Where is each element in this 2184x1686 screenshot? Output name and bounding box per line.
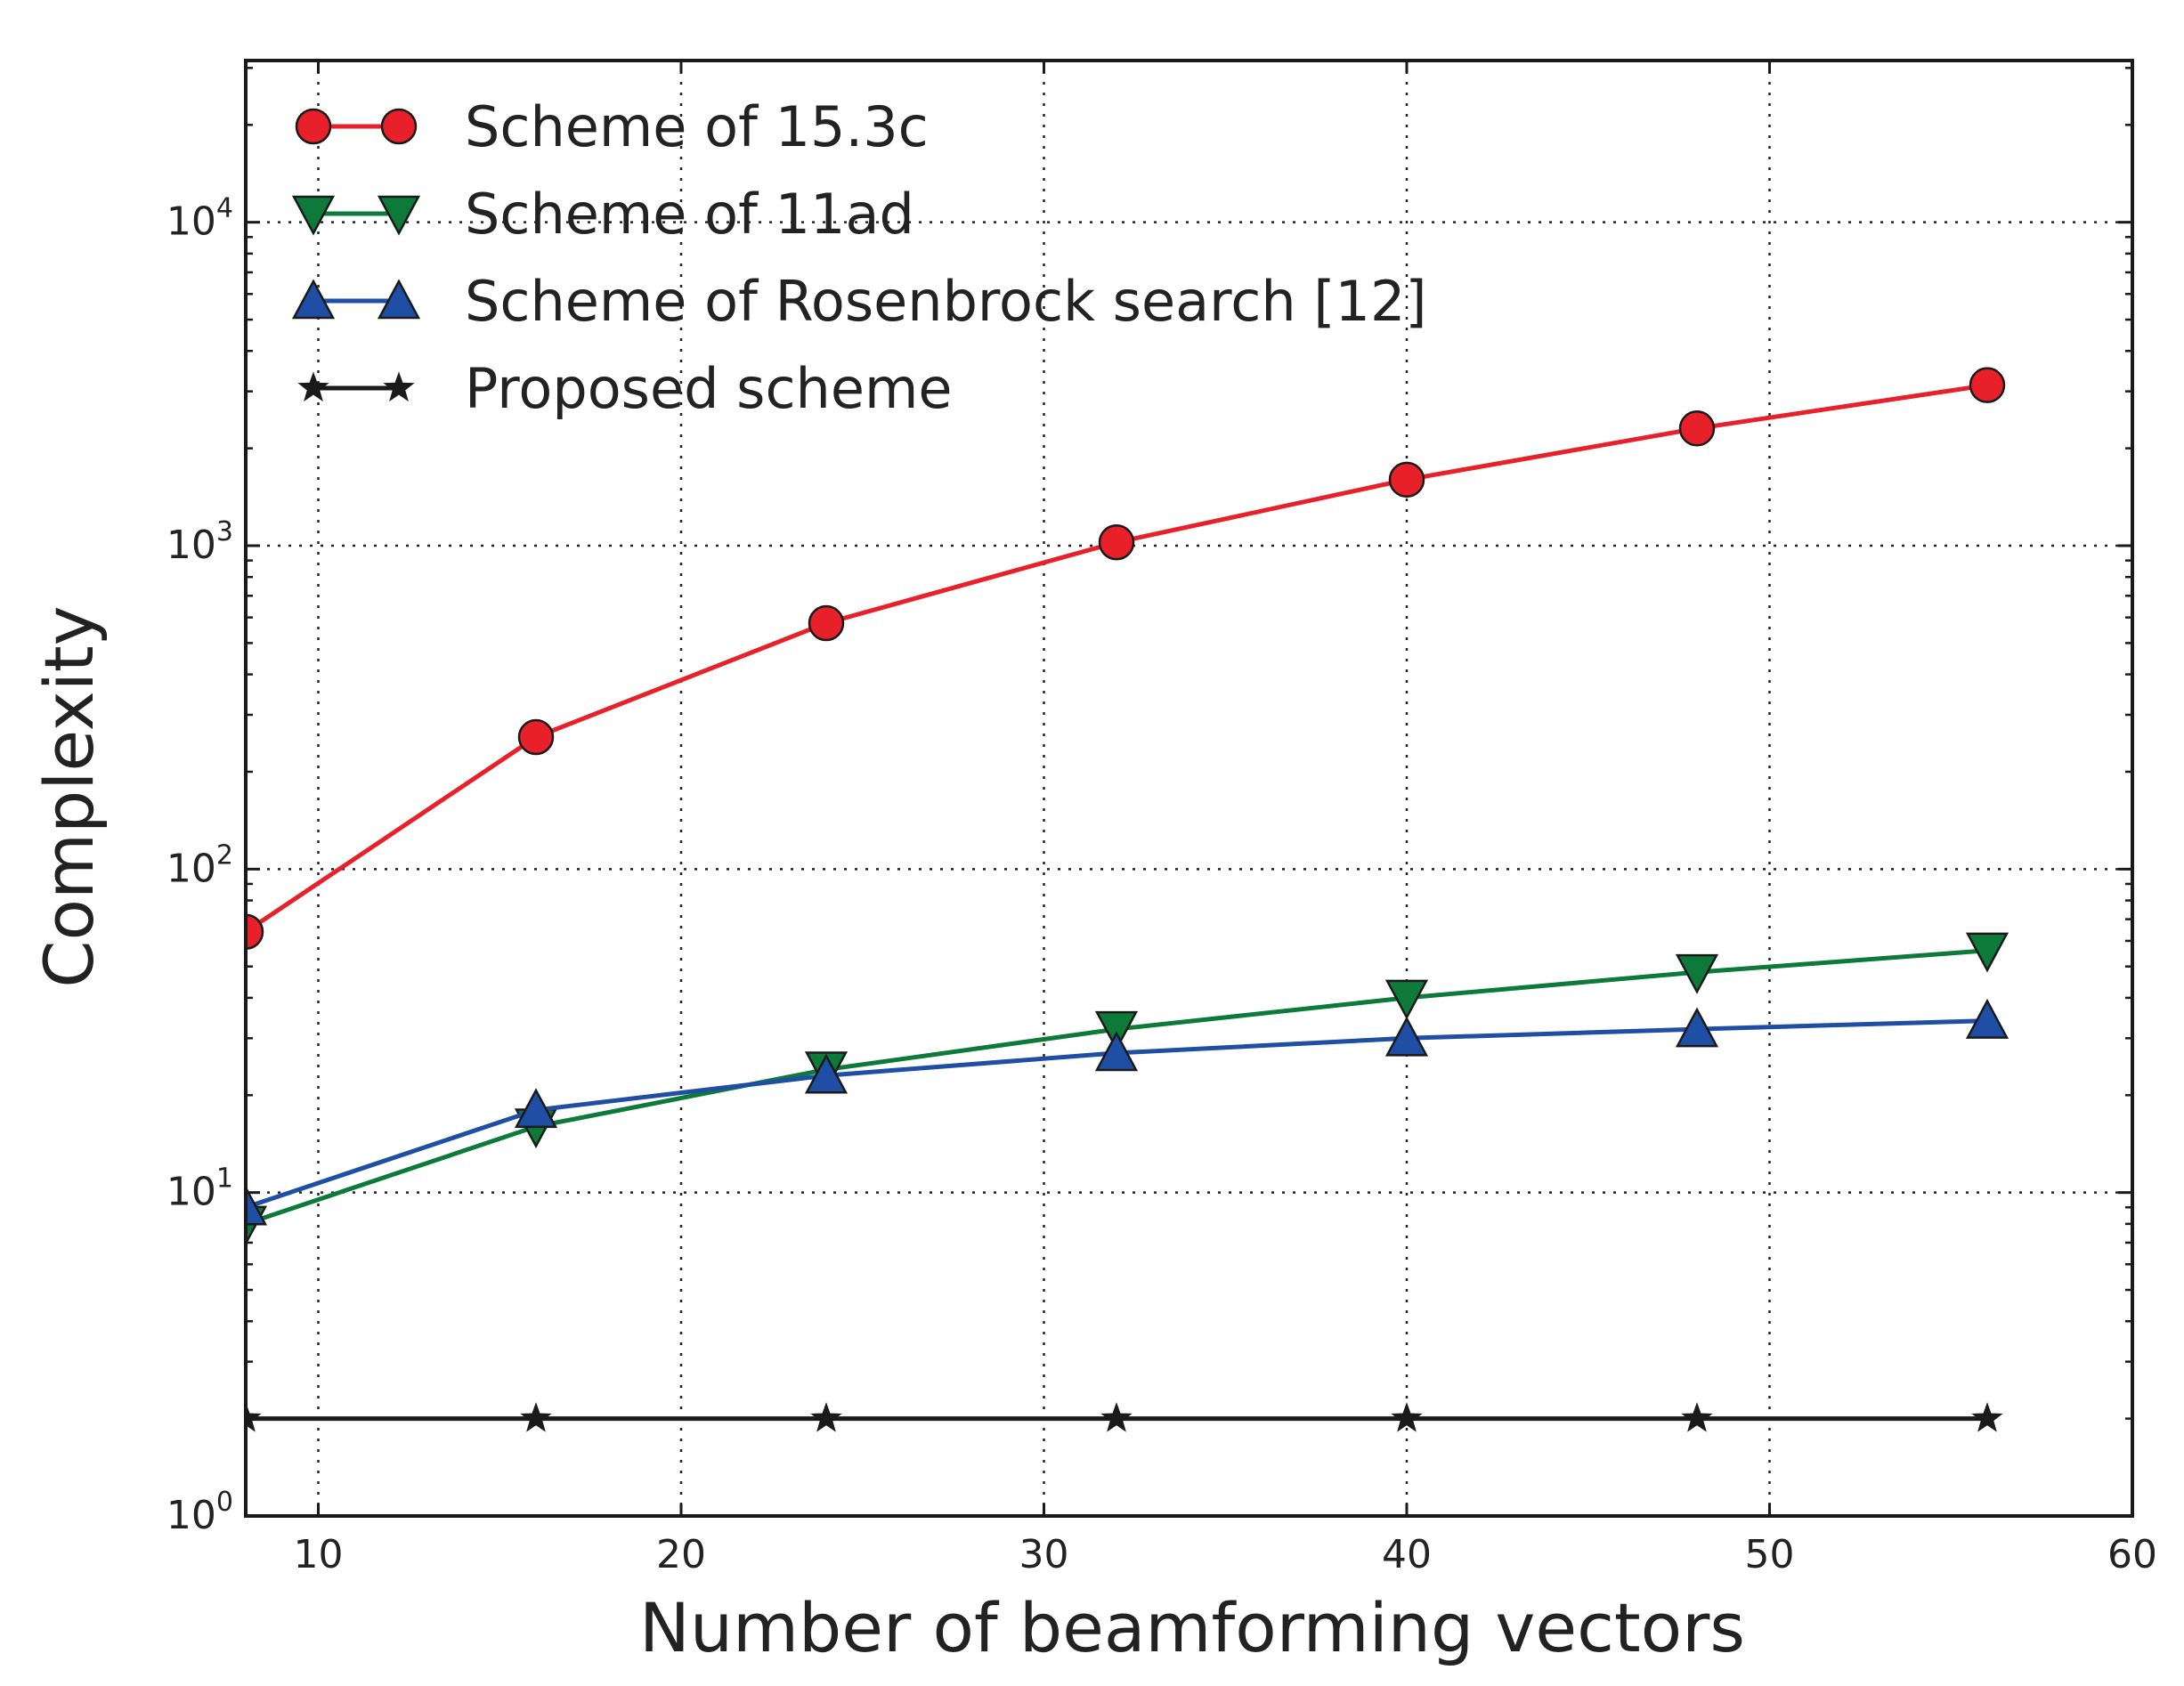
legend-marker-right-0 bbox=[380, 108, 418, 145]
legend-marker-left-2 bbox=[291, 279, 336, 320]
legend-entry-3: Proposed scheme bbox=[297, 356, 953, 421]
legend-marker-right-2 bbox=[377, 279, 421, 320]
x-tick-label: 20 bbox=[656, 1532, 706, 1577]
y-tick-label: 104 bbox=[166, 193, 233, 245]
data-point-0-0 bbox=[246, 913, 264, 950]
legend-marker-left-3 bbox=[297, 371, 329, 401]
data-point-2-4 bbox=[1384, 1016, 1429, 1057]
data-point-1-3 bbox=[1094, 1010, 1139, 1051]
data-point-2-2 bbox=[804, 1053, 848, 1094]
series-0 bbox=[246, 367, 2006, 950]
y-axis-title: Complexity bbox=[29, 605, 109, 987]
data-point-2-0 bbox=[246, 1185, 268, 1226]
legend-entry-1: Scheme of 11ad bbox=[291, 182, 914, 247]
legend-label-3: Proposed scheme bbox=[465, 356, 953, 421]
legend: Scheme of 15.3c Scheme of 11ad Scheme of R… bbox=[291, 94, 1427, 421]
y-tick-label: 100 bbox=[166, 1487, 233, 1538]
y-tick-label: 103 bbox=[166, 516, 233, 568]
data-point-1-4 bbox=[1384, 979, 1429, 1020]
legend-marker-right-1 bbox=[377, 195, 421, 236]
series-2 bbox=[246, 998, 2009, 1226]
y-tick-label: 101 bbox=[166, 1163, 233, 1215]
tick-labels: 10 20 30 40 50 60 100 101 102 103 104 bbox=[166, 193, 2157, 1577]
data-point-3-1 bbox=[520, 1402, 552, 1432]
data-point-2-6 bbox=[1965, 998, 2009, 1039]
data-point-2-5 bbox=[1675, 1007, 1719, 1048]
legend-label-1: Scheme of 11ad bbox=[465, 182, 914, 247]
data-point-3-3 bbox=[1100, 1402, 1133, 1432]
data-point-2-3 bbox=[1094, 1031, 1139, 1072]
data-point-0-3 bbox=[1098, 524, 1135, 561]
data-point-3-6 bbox=[1971, 1402, 2003, 1432]
data-point-0-5 bbox=[1678, 410, 1716, 447]
data-point-1-6 bbox=[1965, 932, 2009, 973]
data-point-0-6 bbox=[1969, 367, 2006, 403]
data-point-0-2 bbox=[808, 604, 845, 642]
data-point-2-1 bbox=[514, 1088, 558, 1129]
data-point-0-1 bbox=[517, 718, 555, 756]
data-point-1-5 bbox=[1675, 953, 1719, 994]
data-point-3-2 bbox=[810, 1402, 842, 1432]
x-axis-title: Number of beamforming vectors bbox=[639, 1588, 1745, 1667]
legend-entry-0: Scheme of 15.3c bbox=[295, 94, 929, 159]
x-tick-label: 50 bbox=[1745, 1532, 1795, 1577]
y-tick-label: 102 bbox=[166, 839, 233, 891]
legend-label-2: Scheme of Rosenbrock search [12] bbox=[465, 269, 1427, 334]
x-tick-label: 30 bbox=[1019, 1532, 1069, 1577]
data-point-0-4 bbox=[1388, 461, 1425, 499]
legend-label-0: Scheme of 15.3c bbox=[465, 94, 929, 159]
legend-marker-left-1 bbox=[291, 195, 336, 236]
legend-marker-right-3 bbox=[383, 371, 415, 401]
x-tick-label: 60 bbox=[2107, 1532, 2157, 1577]
legend-marker-left-0 bbox=[295, 108, 332, 145]
data-point-3-5 bbox=[1681, 1402, 1713, 1432]
series-3 bbox=[246, 1402, 2003, 1432]
plot-frame bbox=[244, 59, 2134, 1518]
x-tick-label: 10 bbox=[294, 1532, 344, 1577]
series-layer bbox=[246, 367, 2009, 1432]
legend-entry-2: Scheme of Rosenbrock search [12] bbox=[291, 269, 1427, 334]
data-point-3-4 bbox=[1391, 1402, 1423, 1432]
axis-ticks bbox=[246, 61, 2134, 1518]
data-point-3-0 bbox=[246, 1402, 262, 1432]
x-tick-label: 40 bbox=[1382, 1532, 1432, 1577]
grid-lines bbox=[246, 61, 2132, 1516]
